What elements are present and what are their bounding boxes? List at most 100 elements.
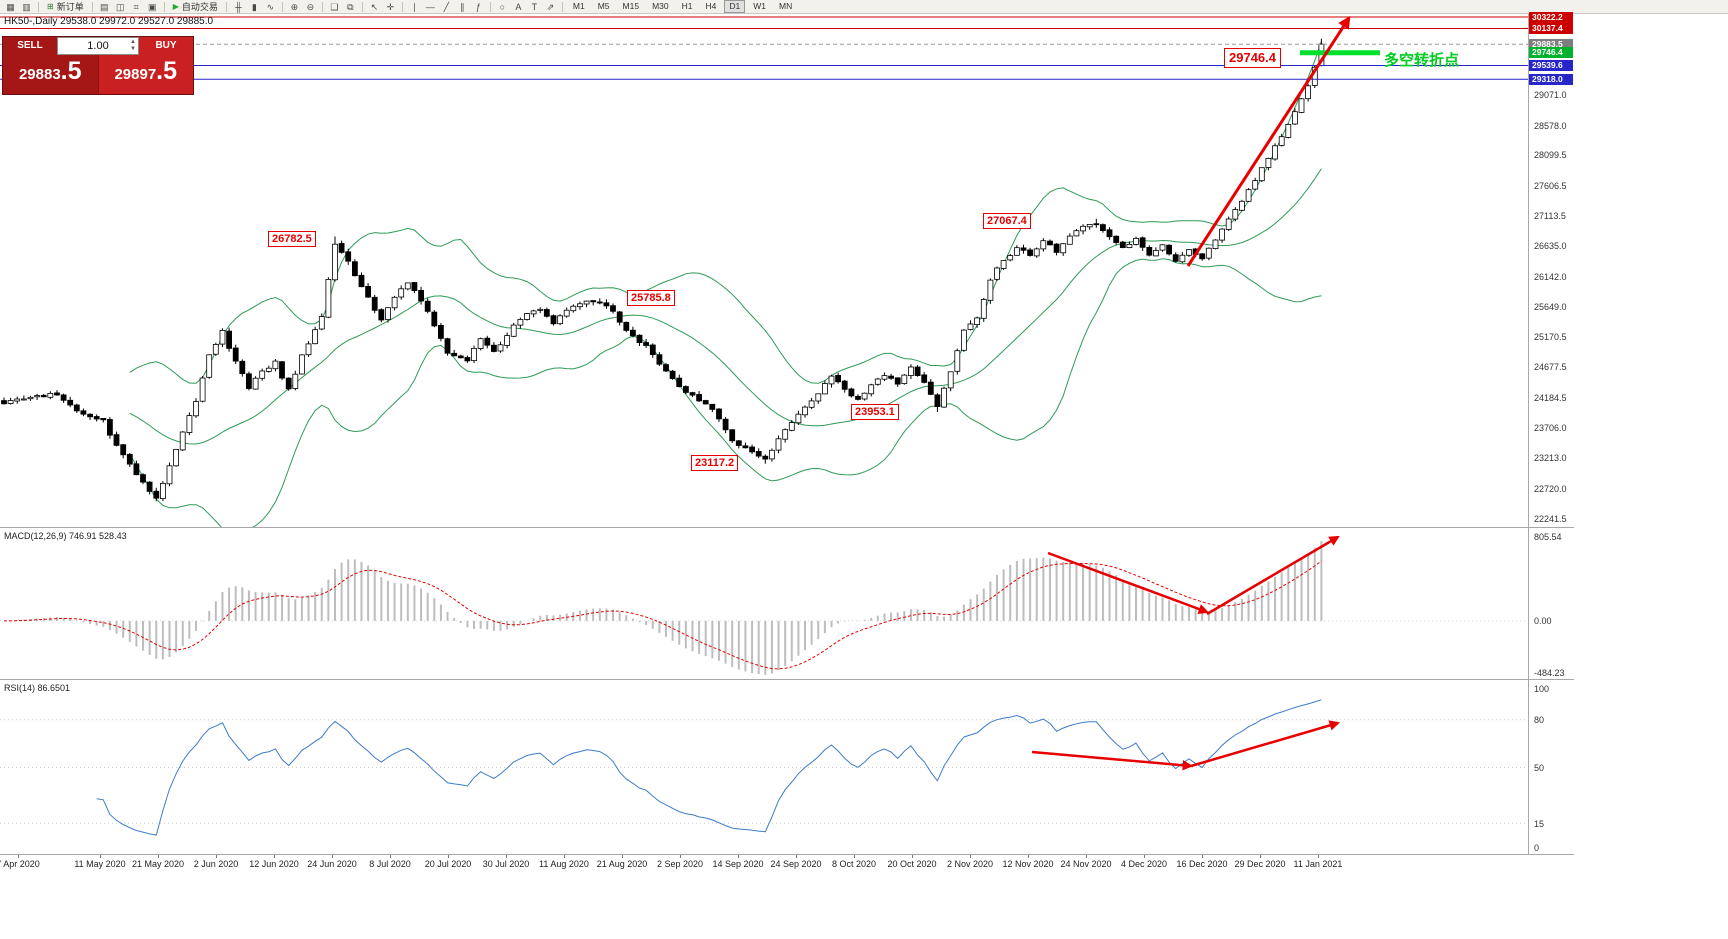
toolbar: ▦ ▥ ⊞ 新订单 ▤ ◫ ⌗ ▣ ▶ 自动交易 ╫ ▮ ∿ ⊕ ⊖ ❏ ⧉ ↖ ✛ ∣ ― ╱ ∥ ƒ ○ A T ⇗ M1 M5 M15… — [0, 0, 1728, 14]
rsi-indicator-chart[interactable] — [0, 680, 1528, 854]
tile-windows-icon[interactable]: ❏ — [330, 1, 339, 12]
shapes-icon[interactable]: ○ — [499, 1, 506, 12]
time-tick — [390, 855, 391, 858]
toolbar-separator — [281, 1, 283, 12]
buy-price[interactable]: 29897.5 — [98, 55, 193, 94]
price-tick-label: 27113.5 — [1534, 211, 1566, 222]
price-tick-label: 25649.0 — [1534, 302, 1567, 313]
crosshair-icon[interactable]: ✛ — [386, 1, 395, 12]
trend-arrow[interactable] — [1186, 15, 1351, 267]
rsi-tick-label: 100 — [1534, 683, 1550, 694]
volume-input[interactable]: 1.00 ▲ ▼ — [57, 37, 139, 55]
date-label: 21 May 2020 — [131, 859, 185, 869]
trend-arrow[interactable] — [1031, 750, 1194, 771]
price-callout-label: 23117.2 — [691, 455, 739, 471]
time-tick — [796, 855, 797, 858]
timeframe-m1[interactable]: M1 — [572, 1, 585, 11]
chart-title: HK50-,Daily 29538.0 29972.0 29527.0 2988… — [4, 16, 214, 27]
date-label: 12 Jun 2020 — [249, 859, 299, 869]
time-tick — [448, 855, 449, 858]
toolbar-separator — [38, 1, 39, 12]
zoom-in-icon[interactable]: ⊕ — [290, 1, 299, 12]
timeframe-h4[interactable]: H4 — [705, 1, 717, 11]
trend-arrow[interactable] — [1190, 720, 1341, 768]
time-axis[interactable]: 7 Apr 2020 11 May 2020 21 May 2020 2 Jun 20… — [0, 855, 1574, 873]
cascade-windows-icon[interactable]: ⧉ — [347, 1, 354, 12]
price-callout-label: 26782.5 — [268, 231, 316, 247]
price-tag: 29539.6 — [1529, 60, 1573, 72]
date-label: 24 Jun 2020 — [307, 859, 357, 869]
autotrading-button-label: 自动交易 — [181, 2, 218, 12]
candlestick-chart-icon[interactable]: ▮ — [251, 1, 257, 12]
macd-signal-line — [4, 560, 1322, 670]
profiles-icon[interactable]: ▥ — [22, 1, 31, 12]
trend-arrow[interactable] — [1047, 551, 1209, 614]
text-icon[interactable]: A — [515, 1, 522, 12]
time-tick — [216, 855, 217, 858]
new-order-button-icon: ⊞ — [47, 2, 54, 11]
new-chart-icon[interactable]: ▦ — [6, 1, 15, 12]
macd-tick-label: -484.23 — [1534, 667, 1565, 678]
price-tick-label: 26635.0 — [1534, 241, 1567, 252]
timeframe-m5[interactable]: M5 — [597, 1, 610, 11]
horizontal-line-icon[interactable]: ― — [425, 1, 435, 12]
rsi-tick-label: 15 — [1534, 818, 1545, 829]
date-label: 11 Aug 2020 — [539, 859, 589, 869]
rsi-label: RSI(14) 86.6501 — [4, 683, 71, 693]
trend-arrow[interactable] — [1206, 535, 1340, 616]
candles-series — [1, 38, 1325, 502]
time-tick — [274, 855, 275, 858]
price-big-digits: .5 — [60, 57, 82, 85]
equidistant-channel-icon[interactable]: ∥ — [460, 1, 465, 12]
macd-tick-label: 0.00 — [1534, 616, 1552, 627]
new-order-button[interactable]: ⊞ 新订单 — [43, 1, 88, 13]
line-chart-icon[interactable]: ∿ — [266, 1, 275, 12]
cursor-icon[interactable]: ↖ — [370, 1, 379, 12]
bar-chart-icon[interactable]: ╫ — [235, 1, 242, 12]
terminal-icon[interactable]: ▣ — [147, 1, 157, 12]
price-axis[interactable]: 29071.0 28578.0 28099.5 27606.5 27113.5 26635… — [1529, 11, 1574, 855]
text-label-icon[interactable]: T — [531, 1, 538, 12]
timeframe-m30[interactable]: M30 — [652, 1, 669, 11]
date-label: 4 Dec 2020 — [1120, 859, 1168, 869]
market-watch-icon[interactable]: ▤ — [99, 1, 109, 12]
navigator-icon[interactable]: ⌗ — [133, 1, 139, 12]
timeframe-m15[interactable]: M15 — [622, 1, 640, 11]
sell-price[interactable]: 29883.5 — [3, 55, 98, 94]
sell-button[interactable]: SELL — [3, 37, 57, 55]
price-tick-label: 24184.5 — [1534, 393, 1567, 404]
panel-separator[interactable] — [0, 679, 1574, 680]
price-tick-label: 23706.0 — [1534, 422, 1567, 433]
timeframe-d1[interactable]: D1 — [724, 0, 746, 13]
fibonacci-icon[interactable]: ƒ — [475, 1, 481, 12]
price-callout-label: 25785.8 — [627, 290, 675, 306]
data-window-icon[interactable]: ◫ — [115, 1, 125, 12]
timeframe-mn[interactable]: MN — [778, 1, 793, 11]
time-tick — [912, 855, 913, 858]
price-tick-label: 29071.0 — [1534, 90, 1567, 101]
timeframe-h1[interactable]: H1 — [681, 1, 693, 11]
price-tick-label: 23213.0 — [1534, 453, 1567, 464]
date-label: 11 Jan 2021 — [1293, 859, 1343, 869]
buy-button[interactable]: BUY — [139, 37, 193, 55]
spinner-up-icon[interactable]: ▲ — [130, 39, 136, 45]
main-price-chart[interactable] — [0, 14, 1528, 527]
arrow-tools-icon[interactable]: ⇗ — [546, 1, 555, 12]
date-label: 20 Oct 2020 — [887, 859, 937, 869]
price-tag: 30137.4 — [1529, 22, 1573, 34]
toolbar-separator — [163, 1, 165, 12]
zoom-out-icon[interactable]: ⊖ — [306, 1, 315, 12]
timeframe-w1[interactable]: W1 — [753, 1, 766, 11]
vertical-line-icon[interactable]: ∣ — [412, 1, 417, 12]
volume-spinner[interactable]: ▲ ▼ — [130, 39, 136, 53]
panel-separator[interactable] — [0, 527, 1574, 528]
price-tick-label: 22720.0 — [1534, 483, 1567, 494]
price-callout-label: 23953.1 — [851, 404, 899, 420]
autotrading-button[interactable]: ▶ 自动交易 — [169, 1, 222, 13]
horizontal-lines[interactable] — [0, 16, 1528, 80]
trendline-icon[interactable]: ╱ — [443, 1, 450, 12]
rsi-tick-label: 80 — [1534, 715, 1545, 726]
macd-indicator-chart[interactable] — [0, 528, 1528, 679]
rsi-tick-label: 0 — [1534, 842, 1540, 853]
spinner-down-icon[interactable]: ▼ — [130, 46, 136, 52]
